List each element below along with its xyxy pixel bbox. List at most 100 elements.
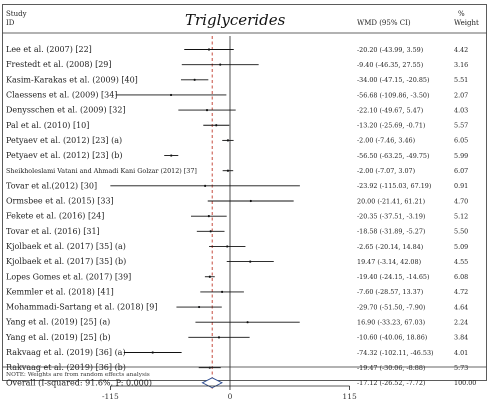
point-estimate [170,154,173,157]
study-label: Petyaev et al. (2012) [23] (b) [6,151,122,160]
study-label: Tovar et al.(2012) [30] [6,181,97,190]
study-weight: 2.24 [454,319,468,327]
chart-title: Triglycerides [185,11,286,29]
study-label: Yang et al. (2019) [25] (a) [5,318,110,327]
study-ci: -56.50 (-63.25, -49.75) [357,152,429,160]
study-weight: 3.84 [454,334,468,342]
header-pct: % [458,10,465,18]
study-weight: 0.91 [454,182,468,190]
point-estimate [151,351,154,354]
study-ci: -10.60 (-40.06, 18.86) [357,334,427,342]
study-ci: -19.40 (-24.15, -14.65) [357,273,429,281]
x-tick-label: 115 [342,392,357,401]
point-estimate [219,63,222,66]
study-label: Rakvaag et al. (2019) [36] (a) [6,348,126,357]
study-ci: -2.00 (-7.46, 3.46) [357,137,415,145]
study-ci: 19.47 (-3.14, 42.08) [357,258,421,266]
study-ci: -7.60 (-28.57, 13.37) [357,288,423,296]
study-label: Yang et al. (2019) [25] (b) [5,333,111,342]
point-estimate [207,215,210,218]
point-estimate [209,230,212,233]
study-ci: -20.35 (-37.51, -3.19) [357,212,425,220]
study-label: Lopes Gomes et al. (2017) [39] [6,272,131,281]
study-label: Fekete et al. (2016) [24] [6,212,104,221]
study-weight: 4.03 [454,106,468,114]
point-estimate [204,184,207,187]
study-label: Rakvaag et al. (2019) [36] (b) [6,363,126,372]
point-estimate [226,169,230,172]
study-ci: -18.58 (-31.89, -5.27) [357,228,425,236]
study-ci: -2.65 (-20.14, 14.84) [357,243,423,251]
study-label: Kjolbaek et al. (2017) [35] (b) [6,257,126,266]
study-ci: -74.32 (-102.11, -46.53) [357,349,434,357]
header-effect: WMD (95% CI) [357,19,411,27]
study-ci: 20.00 (-21.41, 61.21) [357,197,425,205]
study-ci: 16.90 (-33.23, 67.03) [357,319,425,327]
study-label: Frestedt et al. (2008) [29] [6,60,112,69]
study-ci: -19.47 (-30.06, -8.88) [357,364,425,372]
overall-ci: -17.12 (-26.52, -7.72) [357,379,425,387]
study-label: Sheikholeslami Vatani and Ahmadi Kani Go… [6,167,197,175]
header-weight: Weight [454,19,479,27]
point-estimate [205,109,209,112]
study-rows: Lee et al. (2007) [22] -20.20 (-43.99, 3.… [5,45,468,372]
study-label: Petyaev et al. (2012) [23] (a) [6,136,122,145]
study-weight: 5.51 [454,76,468,84]
study-label: Pal et al. (2010) [10] [6,121,89,130]
point-estimate [226,245,229,248]
study-ci: -34.00 (-47.15, -20.85) [357,76,429,84]
study-weight: 4.64 [454,303,468,311]
weights-note: NOTE: Weights are from random effects an… [6,372,150,378]
header-id: ID [6,19,15,27]
study-weight: 5.73 [454,364,468,372]
point-estimate [217,336,221,339]
overall-weight: 100.00 [454,379,476,387]
point-estimate [226,139,230,142]
study-ci: -22.10 (-49.67, 5.47) [357,106,423,114]
study-ci: -29.70 (-51.50, -7.90) [357,303,425,311]
study-weight: 4.55 [454,258,468,266]
point-estimate [249,199,252,203]
point-estimate [207,48,211,51]
study-label: Kasim-Karakas et al. (2009) [40] [6,75,138,84]
study-weight: 6.07 [454,167,468,175]
study-label: Lee et al. (2007) [22] [6,45,92,54]
study-ci: -23.92 (-115.03, 67.19) [357,182,431,190]
study-label: Tovar et al. (2016) [31] [6,227,100,236]
study-ci: -2.00 (-7.07, 3.07) [357,167,415,175]
point-estimate [246,321,249,324]
study-label: Mohammadi-Sartang et al. (2018) [9] [6,303,158,312]
point-estimate [220,290,224,293]
study-label: Kjolbaek et al. (2017) [35] (a) [6,242,126,251]
study-weight: 5.57 [454,122,468,130]
study-label: Claessens et al. (2009) [34] [6,90,117,99]
point-estimate [215,124,218,127]
point-estimate [198,305,201,309]
study-weight: 3.16 [454,61,468,69]
study-ci: -56.68 (-109.86, -3.50) [357,91,429,99]
overall-label: Overall (I-squared: 91.6%, P: 0.000) [6,378,152,387]
point-estimate [208,275,211,278]
study-ci: -20.20 (-43.99, 3.59) [357,46,423,54]
study-weight: 2.07 [454,91,468,99]
study-weight: 5.99 [454,152,468,160]
x-tick-label: 0 [228,392,233,401]
header-study: Study [6,10,27,18]
study-label: Ormsbee et al. (2015) [33] [6,197,114,206]
study-weight: 4.70 [454,197,468,205]
x-tick-label: -115 [102,392,119,401]
study-weight: 6.08 [454,273,468,281]
study-weight: 4.72 [454,288,468,296]
study-weight: 5.09 [454,243,468,251]
study-ci: -9.40 (-46.35, 27.55) [357,61,423,69]
point-estimate [169,93,173,97]
study-label: Kemmler et al. (2018) [41] [6,287,114,296]
study-weight: 4.01 [454,349,468,357]
plot-frame [2,4,487,381]
study-weight: 4.42 [454,46,468,54]
study-weight: 6.05 [454,137,468,145]
study-label: Denysschen et al. (2009) [32] [6,106,126,115]
x-ticks: -115 0 115 [102,386,357,401]
study-weight: 5.12 [454,212,468,220]
